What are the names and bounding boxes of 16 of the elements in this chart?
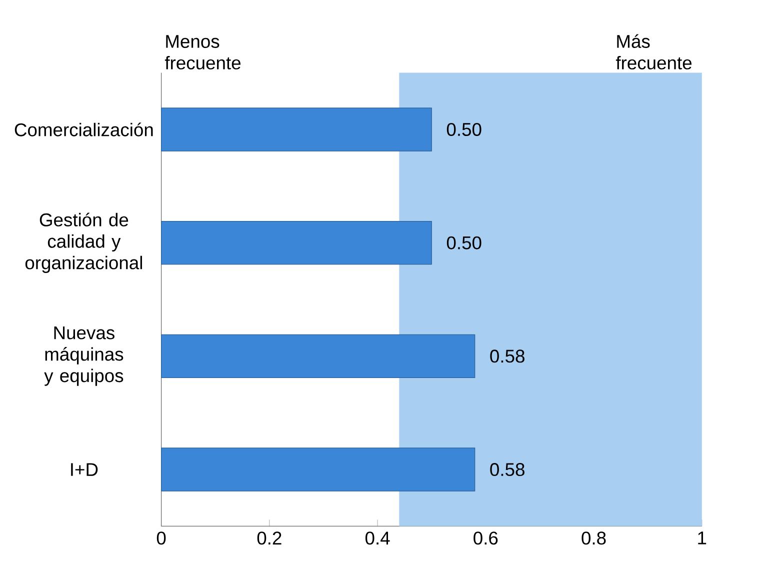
text: Más frecuente — [616, 34, 692, 70]
data-label: 0.50 — [446, 236, 482, 250]
x-tick-label: 0.8 — [582, 532, 606, 545]
y-tick-label: Nuevas máquinas y equipos — [44, 326, 124, 386]
y-tick-label: I+D — [71, 463, 98, 476]
x-tick-label: 0.6 — [474, 532, 498, 545]
y-tick-label: Gestión de calidad y organizacional — [25, 212, 142, 273]
y-tick-label: Comercialización — [14, 122, 153, 136]
x-tick-label: 0 — [156, 532, 166, 545]
x-tick-label: 1 — [698, 532, 706, 544]
x-tick-label: 0.4 — [365, 532, 390, 545]
x-tick-label: 0.2 — [257, 532, 282, 545]
data-label: 0.58 — [490, 462, 524, 476]
data-label: 0.50 — [446, 122, 482, 136]
text: Menos frecuente — [164, 35, 240, 70]
data-label: 0.58 — [490, 350, 524, 363]
